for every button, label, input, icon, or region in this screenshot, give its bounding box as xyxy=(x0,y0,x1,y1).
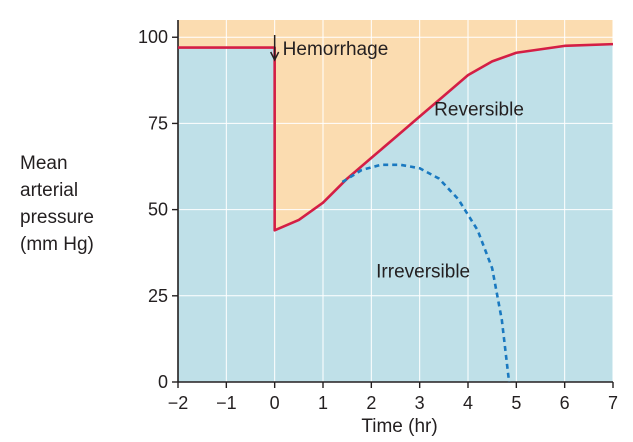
x-tick-label: 1 xyxy=(318,393,328,413)
x-axis-label: Time (hr) xyxy=(361,416,437,437)
x-tick-label: 6 xyxy=(560,393,570,413)
x-tick-label: 4 xyxy=(463,393,473,413)
x-tick-label: 5 xyxy=(511,393,521,413)
y-tick-label: 100 xyxy=(138,27,168,47)
x-tick-label: 3 xyxy=(415,393,425,413)
x-tick-label: −2 xyxy=(168,393,189,413)
y-tick-label: 50 xyxy=(148,200,168,220)
y-axis-label-line: arterial xyxy=(20,180,79,201)
y-tick-label: 75 xyxy=(148,113,168,133)
series-line-irreversible xyxy=(341,163,511,383)
below-curve-area xyxy=(178,44,613,382)
y-axis-label-line: pressure xyxy=(20,207,94,228)
series-line-reversible xyxy=(178,42,614,232)
y-axis-label: Mean arterial pressure (mm Hg) xyxy=(20,150,94,258)
x-tick-label: −1 xyxy=(216,393,237,413)
y-tick-label: 25 xyxy=(148,286,168,306)
y-axis-label-line: (mm Hg) xyxy=(20,234,94,255)
annotation-hemorrhage: Hemorrhage xyxy=(283,39,389,60)
x-tick-label: 2 xyxy=(366,393,376,413)
annotation-irreversible: Irreversible xyxy=(376,262,470,283)
hemorrhage-arrow-head xyxy=(269,51,280,62)
x-tick-label: 7 xyxy=(608,393,618,413)
y-axis-label-line: Mean xyxy=(20,153,68,174)
annotation-reversible: Reversible xyxy=(434,100,524,121)
y-tick-label: 0 xyxy=(158,372,168,392)
x-tick-label: 0 xyxy=(270,393,280,413)
